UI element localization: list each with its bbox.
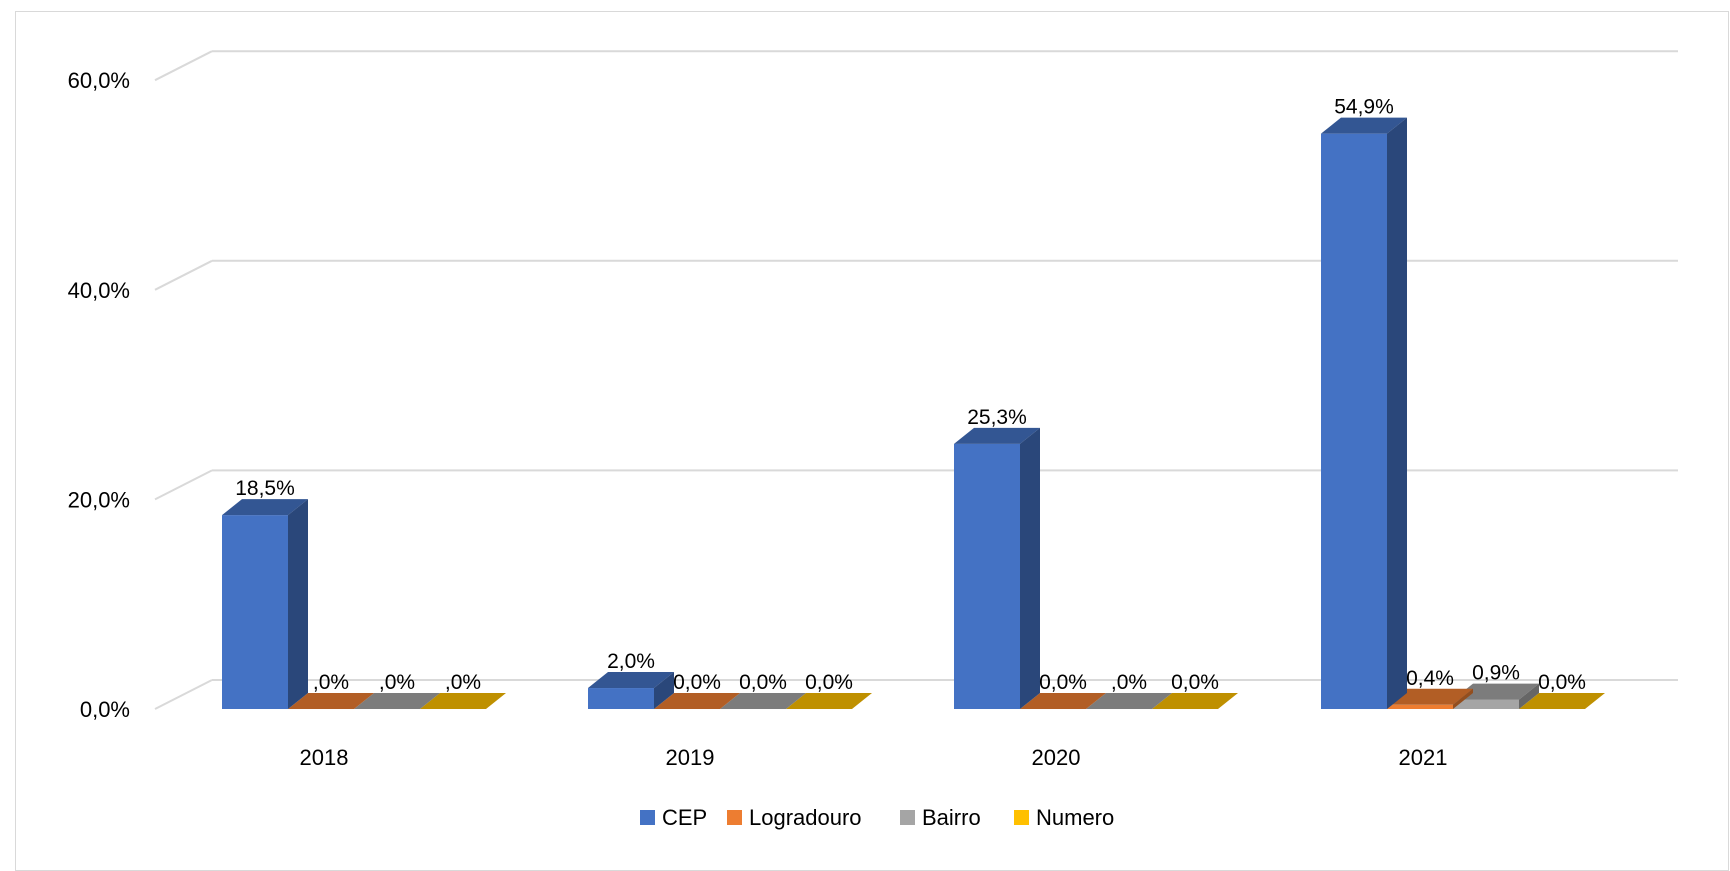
data-label: ,0%: [313, 671, 349, 694]
legend-swatch-bairro: [900, 810, 915, 825]
data-label: 0,0%: [1171, 671, 1219, 694]
category-label: 2019: [666, 745, 715, 770]
data-label: 0,0%: [739, 671, 787, 694]
data-label: 0,9%: [1472, 662, 1520, 685]
y-tick-label: 20,0%: [68, 487, 130, 512]
legend-swatch-numero: [1014, 810, 1029, 825]
data-label: 0,0%: [805, 671, 853, 694]
data-label: 18,5%: [235, 477, 295, 500]
bar-side-cep: [288, 499, 308, 709]
data-label: 0,0%: [1538, 671, 1586, 694]
legend-label-logradouro: Logradouro: [749, 805, 862, 830]
data-label: 2,0%: [607, 650, 655, 673]
data-label: 0,0%: [673, 671, 721, 694]
gridline-side: [155, 470, 212, 499]
gridline-side: [155, 51, 212, 80]
y-tick-label: 60,0%: [68, 68, 130, 93]
y-tick-label: 0,0%: [80, 697, 130, 722]
data-label: 25,3%: [967, 406, 1027, 429]
bar-front-cep: [222, 515, 288, 709]
category-label: 2021: [1399, 745, 1448, 770]
y-tick-label: 40,0%: [68, 278, 130, 303]
bar-front-cep: [954, 444, 1020, 709]
data-label: 54,9%: [1334, 96, 1394, 119]
gridline-side: [155, 680, 212, 709]
data-label: ,0%: [1111, 671, 1147, 694]
bar-front-cep: [1321, 134, 1387, 709]
category-label: 2020: [1032, 745, 1081, 770]
bar-side-cep: [1387, 118, 1407, 709]
bar-side-cep: [1020, 428, 1040, 709]
bar-front-cep: [588, 688, 654, 709]
legend-swatch-cep: [640, 810, 655, 825]
category-label: 2018: [300, 745, 349, 770]
legend-label-cep: CEP: [662, 805, 707, 830]
data-label: ,0%: [379, 671, 415, 694]
legend-swatch-logradouro: [727, 810, 742, 825]
legend-label-numero: Numero: [1036, 805, 1114, 830]
data-label: 0,4%: [1406, 667, 1454, 690]
legend-label-bairro: Bairro: [922, 805, 981, 830]
bar-chart: 0,0% 20,0% 40,0% 60,0% 18,5% ,0% ,0% ,0% 2018 2,0…: [0, 0, 1730, 853]
gridline-side: [155, 261, 212, 290]
bar-front-logradouro: [1387, 705, 1453, 709]
data-label: ,0%: [445, 671, 481, 694]
data-label: 0,0%: [1039, 671, 1087, 694]
